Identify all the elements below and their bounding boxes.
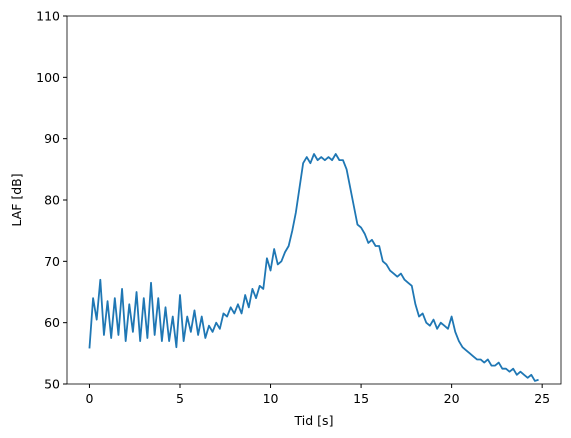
- y-tick-label: 90: [44, 131, 60, 146]
- x-tick-label: 25: [534, 391, 550, 406]
- y-tick-label: 50: [44, 377, 60, 392]
- x-tick-label: 0: [85, 391, 93, 406]
- y-axis-label: LAF [dB]: [9, 173, 24, 226]
- y-tick-label: 100: [36, 70, 60, 85]
- y-tick-label: 70: [44, 254, 60, 269]
- x-tick-label: 5: [176, 391, 184, 406]
- y-tick-label: 60: [44, 315, 60, 330]
- x-tick-label: 20: [444, 391, 460, 406]
- axes-frame: [66, 15, 562, 385]
- x-tick-label: 15: [353, 391, 369, 406]
- x-axis-label: Tid [s]: [294, 413, 334, 428]
- y-tick-label: 80: [44, 193, 60, 208]
- data-line: [88, 153, 539, 382]
- x-tick-label: 10: [263, 391, 279, 406]
- y-tick-label: 110: [36, 9, 60, 24]
